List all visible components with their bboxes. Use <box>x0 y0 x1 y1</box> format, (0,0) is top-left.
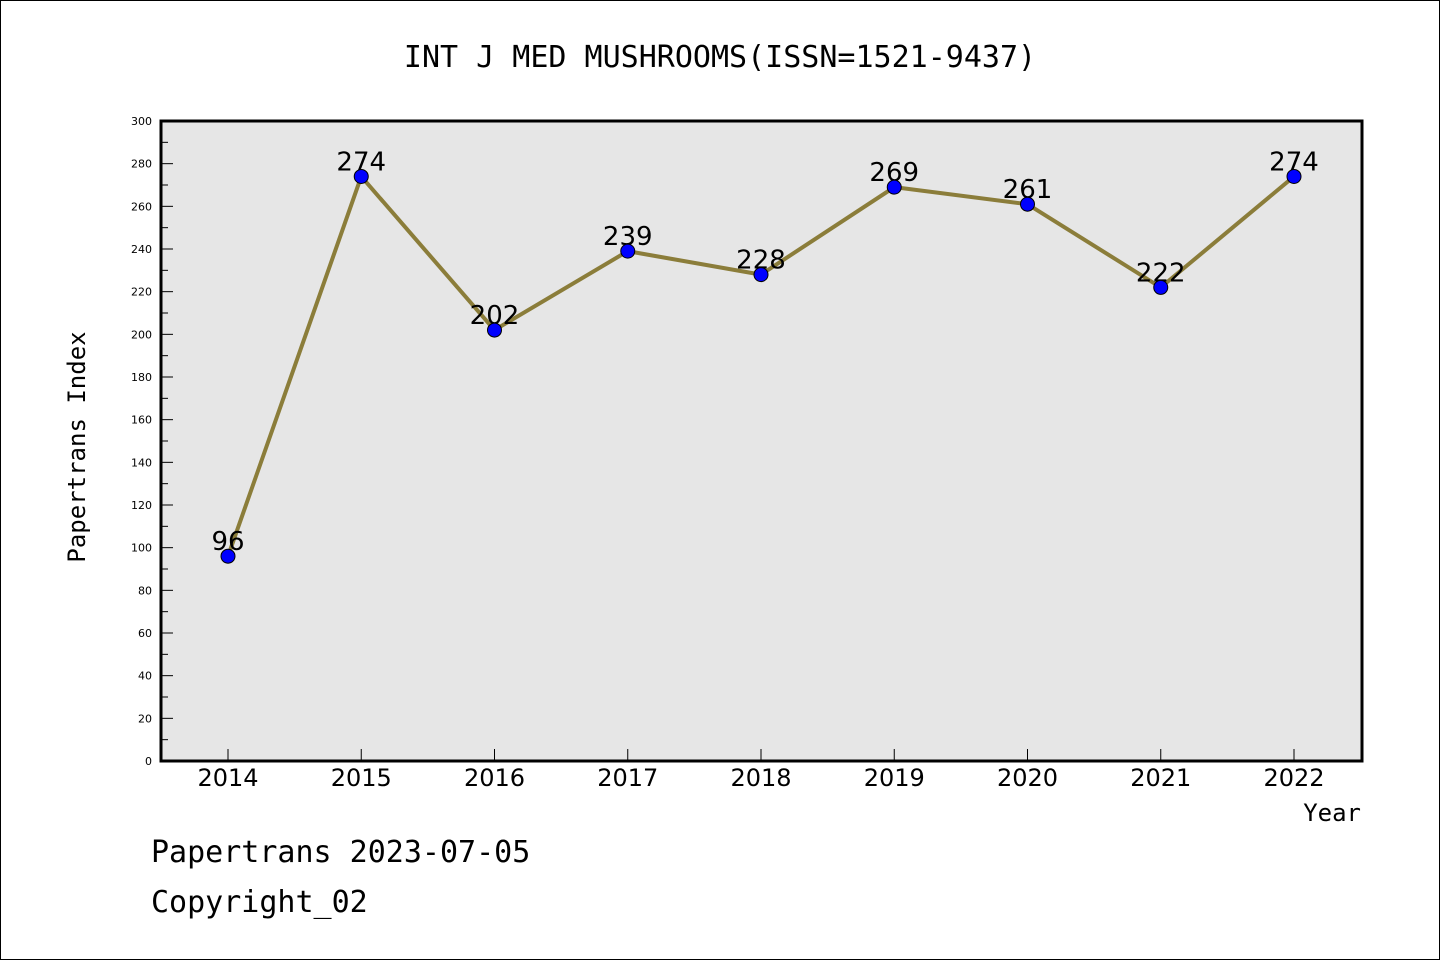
y-tick-label: 240 <box>131 243 152 256</box>
y-tick-label: 20 <box>138 712 152 725</box>
y-tick-label: 60 <box>138 627 152 640</box>
data-point <box>1286 168 1302 184</box>
y-tick-label: 80 <box>138 584 152 597</box>
x-tick-label: 2021 <box>1130 764 1191 792</box>
x-tick-label: 2018 <box>730 764 791 792</box>
data-point <box>1153 279 1169 295</box>
footer-date: Papertrans 2023-07-05 <box>151 835 531 870</box>
data-point <box>220 548 236 564</box>
y-tick-label: 180 <box>131 371 152 384</box>
y-tick-label: 100 <box>131 542 152 555</box>
y-tick-label: 220 <box>131 286 152 299</box>
plot-area <box>159 119 1364 763</box>
x-tick-label: 2022 <box>1263 764 1324 792</box>
y-tick-label: 200 <box>131 328 152 341</box>
y-tick-label: 120 <box>131 499 152 512</box>
x-tick-label: 2014 <box>197 764 258 792</box>
y-axis-label: Papertrans Index <box>63 331 91 562</box>
x-tick-label: 2016 <box>464 764 525 792</box>
data-point <box>886 179 902 195</box>
data-point <box>487 322 502 338</box>
y-axis: 0 20 40 60 80 100 120 140 160 180 200 220 240 260 280 3… <box>131 115 173 768</box>
footer-copyright: Copyright_02 <box>151 885 368 920</box>
data-point <box>353 168 369 184</box>
data-point <box>1020 196 1035 212</box>
x-tick-label: 2020 <box>997 764 1058 792</box>
x-tick-label: 2017 <box>597 764 658 792</box>
data-point <box>620 243 636 259</box>
y-tick-label: 300 <box>131 115 152 128</box>
y-tick-label: 260 <box>131 200 152 213</box>
y-tick-label: 0 <box>145 755 152 768</box>
x-tick-label: 2019 <box>864 764 925 792</box>
data-point <box>753 267 769 283</box>
y-tick-label: 40 <box>138 670 152 683</box>
y-tick-label: 140 <box>131 456 152 469</box>
chart-title: INT J MED MUSHROOMS(ISSN=1521-9437) <box>404 40 1036 75</box>
y-tick-label: 160 <box>131 414 152 427</box>
y-tick-label: 280 <box>131 158 152 171</box>
x-tick-label: 2015 <box>331 764 392 792</box>
x-axis: 2014 2015 2016 2017 2018 2019 2020 2021 2022 <box>197 749 1325 792</box>
x-axis-label: Year <box>1303 799 1361 827</box>
